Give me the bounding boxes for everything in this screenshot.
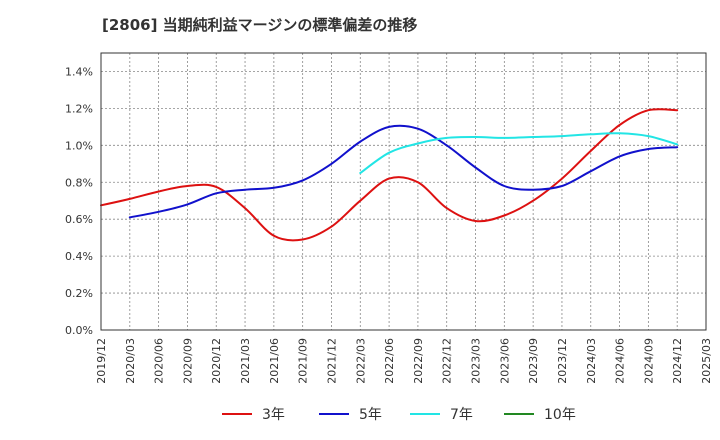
x-tick-label: 2020/12	[210, 338, 223, 384]
y-tick-label: 0.2%	[65, 287, 93, 300]
x-tick-label: 2024/06	[614, 338, 627, 384]
series-3-legend-label: 7年	[450, 407, 473, 423]
x-tick-label: 2024/12	[671, 338, 684, 384]
series-2-legend-label: 5年	[359, 407, 382, 423]
chart-title: [2806] 当期純利益マージンの標準偏差の推移	[102, 16, 418, 34]
series-4-legend-label: 10年	[544, 407, 576, 423]
x-tick-label: 2021/06	[268, 338, 281, 384]
legend: 3年 5年 7年 10年	[222, 407, 576, 423]
y-tick-label: 1.2%	[65, 102, 93, 115]
y-tick-label: 0.8%	[65, 176, 93, 189]
y-tick-label: 0.0%	[65, 324, 93, 337]
y-tick-label: 0.4%	[65, 250, 93, 263]
x-tick-label: 2022/03	[354, 338, 367, 384]
x-tick-label: 2022/06	[383, 338, 396, 384]
y-tick-label: 0.6%	[65, 213, 93, 226]
x-tick-label: 2020/03	[124, 338, 137, 384]
x-tick-label: 2020/09	[181, 338, 194, 384]
series-2-line	[128, 124, 679, 219]
x-tick-label: 2023/03	[470, 338, 483, 384]
x-tick-label: 2019/12	[95, 338, 108, 384]
series-3-line	[359, 132, 679, 174]
y-axis: 0.0% 0.2% 0.4% 0.6% 0.8% 1.0% 1.2% 1.4%	[65, 65, 93, 337]
x-tick-label: 2022/09	[412, 338, 425, 384]
series-1-legend-label: 3年	[262, 407, 285, 423]
x-tick-label: 2020/06	[153, 338, 166, 384]
x-tick-label: 2023/09	[527, 338, 540, 384]
y-tick-label: 1.0%	[65, 139, 93, 152]
x-tick-label: 2021/09	[297, 338, 310, 384]
x-tick-label: 2024/09	[642, 338, 655, 384]
plot-frame	[100, 52, 707, 331]
x-tick-label: 2023/12	[556, 338, 569, 384]
x-tick-label: 2024/03	[585, 338, 598, 384]
y-tick-label: 1.4%	[65, 65, 93, 78]
x-axis: 2019/12 2020/03 2020/06 2020/09 2020/12 2021/…	[95, 338, 713, 384]
series-layer	[100, 108, 679, 242]
x-tick-label: 2022/12	[441, 338, 454, 384]
x-tick-label: 2021/12	[325, 338, 338, 384]
series-1-line	[100, 108, 679, 242]
x-tick-label: 2025/03	[700, 338, 713, 384]
x-tick-label: 2023/06	[498, 338, 511, 384]
x-tick-label: 2021/03	[239, 338, 252, 384]
grid	[101, 53, 706, 330]
